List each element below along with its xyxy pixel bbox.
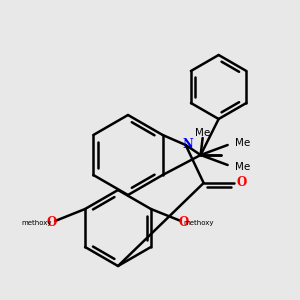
Text: O: O	[179, 217, 189, 230]
Text: O: O	[47, 217, 57, 230]
Text: Me: Me	[235, 138, 250, 148]
Text: Me: Me	[235, 162, 250, 172]
Text: O: O	[236, 176, 247, 190]
Text: N: N	[182, 139, 193, 152]
Text: methoxy: methoxy	[184, 220, 214, 226]
Text: Me: Me	[195, 128, 210, 138]
Text: methoxy: methoxy	[22, 220, 52, 226]
